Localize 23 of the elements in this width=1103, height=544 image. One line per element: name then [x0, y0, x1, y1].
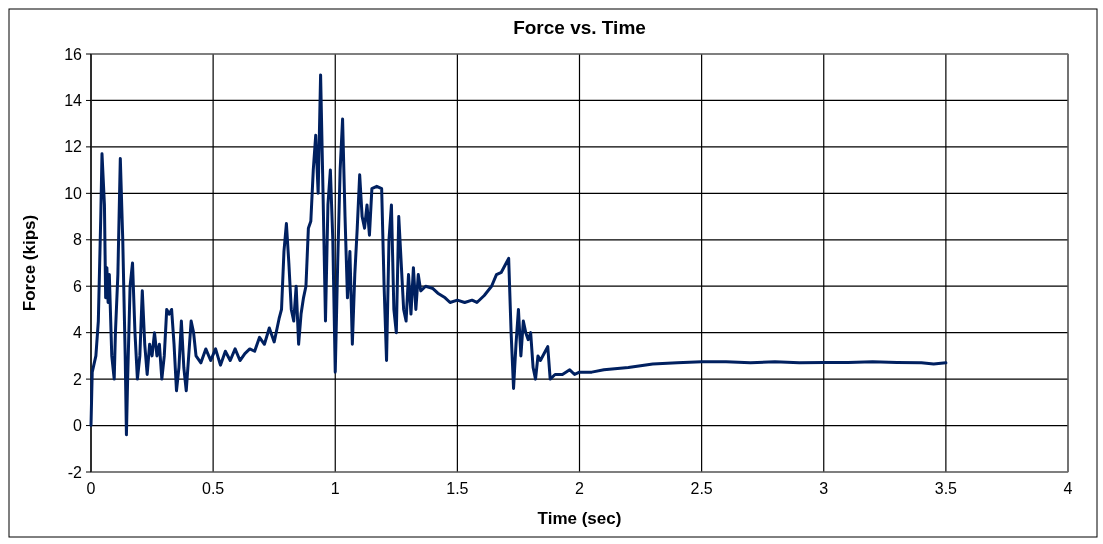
x-tick-label: 0.5 — [202, 480, 225, 497]
y-tick-label: 6 — [73, 277, 83, 295]
y-tick-label: 10 — [64, 184, 83, 202]
x-axis-title: Time (sec) — [537, 509, 622, 528]
y-tick-label: 0 — [73, 417, 83, 435]
line-series — [89, 73, 948, 437]
x-tick-label: 2 — [575, 480, 585, 497]
y-tick-label: -2 — [67, 463, 83, 481]
chart-title: Force vs. Time — [513, 17, 646, 38]
x-tick-label: 3.5 — [934, 480, 958, 497]
x-tick-label: 1 — [330, 480, 340, 497]
x-tick-label: 2.5 — [690, 480, 713, 497]
x-tick-label: 0 — [86, 480, 96, 497]
x-tick-label: 4 — [1063, 480, 1073, 497]
y-tick-label: 12 — [64, 138, 83, 156]
y-tick-label: 8 — [73, 231, 83, 249]
y-tick-label: 14 — [64, 92, 83, 110]
x-tick-label: 3 — [819, 480, 829, 497]
y-tick-label: 4 — [73, 324, 83, 342]
y-tick-label: 2 — [73, 370, 83, 388]
y-axis-title: Force (kips) — [20, 214, 39, 312]
y-tick-label: 16 — [64, 45, 83, 63]
x-tick-label: 1.5 — [446, 480, 469, 497]
